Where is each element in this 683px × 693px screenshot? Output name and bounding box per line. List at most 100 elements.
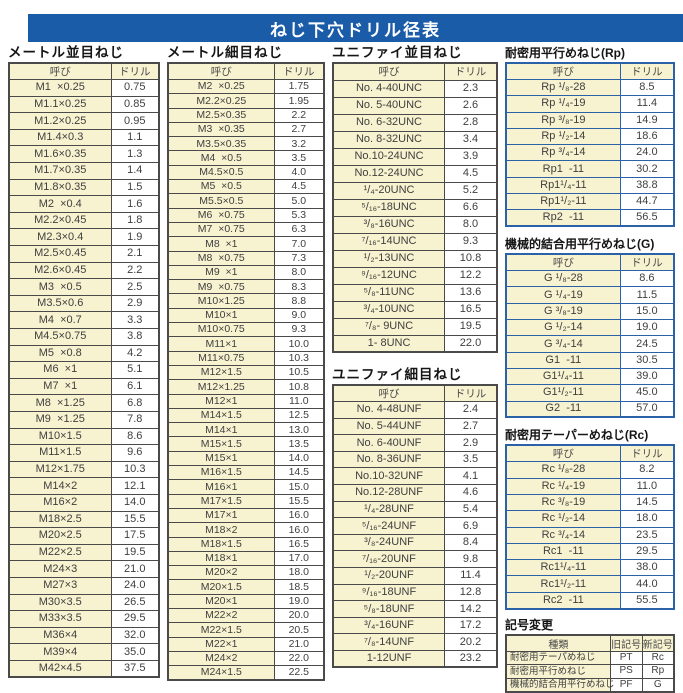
thread-name-cell: M22×1 (167, 636, 275, 652)
table-row: No. 8-36UNF 3.5 (332, 450, 498, 469)
table-row: M9 ×1.25 7.8 (8, 410, 160, 429)
thread-name-cell: M36×4 (8, 626, 112, 645)
table-row: 1-12UNF 23.2 (332, 650, 498, 668)
thread-name-cell: M18×1.5 (167, 536, 275, 552)
table-row: Rp ³/₈-19 14.9 (505, 111, 675, 129)
value-cell: 29.5 (619, 542, 675, 561)
value-cell: 57.0 (619, 400, 675, 418)
table-row: M2.3×0.4 1.9 (8, 228, 160, 247)
table-row: ⁵/₈-18UNF 14.2 (332, 600, 498, 618)
value-cell: 5.1 (110, 361, 160, 379)
thread-name-cell: G ¹/₈-28 (505, 270, 621, 288)
column-header-name: 呼び (332, 384, 446, 403)
thread-name-cell: 耐密用平行めねじ (505, 664, 611, 679)
table-row: No.12-24UNC 4.5 (332, 164, 498, 183)
table-unified-coarse: 呼び ドリル No. 4-40UNC 2.3 No. 5-40UNC 2.6 No. 6… (332, 62, 498, 353)
table-row: M22×2 20.0 (167, 607, 325, 624)
table-row: M4.5×0.75 3.8 (8, 328, 160, 346)
value-cell: 4.5 (444, 164, 498, 183)
column-header-name: 呼び (505, 253, 621, 272)
value-cell: 5.3 (273, 207, 325, 223)
table-row: M11×1 10.0 (167, 336, 325, 352)
table-row: ⁷/₈-14UNF 20.2 (332, 633, 498, 651)
column-header-drill: ドリル (619, 444, 675, 463)
table-row: M22×1.5 20.5 (167, 622, 325, 638)
value-cell: 4.2 (110, 344, 160, 363)
table-row: M12×1.75 10.3 (8, 460, 160, 479)
table-row: No. 5-40UNC 2.6 (332, 96, 498, 115)
value-cell: 13.5 (273, 436, 325, 452)
table-unified-fine: 呼び ドリル No. 4-48UNF 2.4 No. 5-44UNF 2.7 No. 6… (332, 384, 498, 669)
value-cell: PS (609, 664, 643, 679)
table-row: M2.2×0.45 1.8 (8, 211, 160, 230)
table-row: M33×3.5 29.5 (8, 610, 160, 628)
value-cell: 2.6 (444, 96, 498, 115)
table-row: No.12-28UNF 4.6 (332, 484, 498, 502)
table-row: M5 ×0.5 4.5 (167, 179, 325, 195)
table-row: M14×2 12.1 (8, 477, 160, 495)
thread-name-cell: Rp1 -11 (505, 160, 621, 178)
section-title-metric-coarse: メートル並目ねじ (8, 45, 124, 60)
value-cell: 3.5 (444, 450, 498, 469)
value-cell: 0.95 (110, 112, 160, 130)
thread-name-cell: Rp ¹/₈-28 (505, 78, 621, 97)
value-cell: 10.0 (273, 336, 325, 352)
value-cell: 1.75 (273, 78, 325, 95)
thread-name-cell: M20×2.5 (8, 527, 112, 545)
thread-name-cell: ¹/₂-13UNC (332, 249, 446, 268)
value-cell: 4.1 (444, 467, 498, 486)
value-cell: 56.5 (619, 209, 675, 227)
thread-name-cell: M8 ×0.75 (167, 250, 275, 266)
column-pipe-threads: 耐密用平行めねじ(Rp) 呼び ドリル Rp ¹/₈-28 8.5 Rp ¹/₄-1… (505, 44, 675, 693)
value-cell: 22.0 (444, 334, 498, 353)
table-row: Rc ³/₈-19 14.5 (505, 493, 675, 512)
table-row: No. 4-48UNF 2.4 (332, 401, 498, 419)
table-row: M3 ×0.35 2.7 (167, 121, 325, 138)
thread-name-cell: Rc1¹/₂-11 (505, 575, 621, 593)
table-row: M8 ×1 7.0 (167, 236, 325, 252)
value-cell: 2.4 (444, 401, 498, 419)
value-cell: 12.1 (110, 477, 160, 495)
table-row: 耐密用平行めねじ PS Rp (505, 664, 675, 679)
thread-name-cell: Rc1 -11 (505, 542, 621, 561)
thread-name-cell: M11×1 (167, 336, 275, 352)
value-cell: 15.5 (273, 493, 325, 509)
table-row: M20×2.5 17.5 (8, 527, 160, 545)
thread-name-cell: G2 -11 (505, 400, 621, 418)
thread-name-cell: M16×1.5 (167, 465, 275, 481)
value-cell: 2.1 (110, 245, 160, 263)
header-row: 呼び ドリル (332, 62, 498, 81)
value-cell: 6.8 (110, 394, 160, 412)
table-row: M2.5×0.35 2.2 (167, 107, 325, 123)
table-row: M12×1 11.0 (167, 393, 325, 409)
thread-name-cell: G ³/₈-19 (505, 302, 621, 321)
table-rc: 呼び ドリル Rc ¹/₈-28 8.2 Rc ¹/₄-19 11.0 Rc ³/₈-1… (505, 444, 675, 610)
column-unified: ユニファイ並目ねじ 呼び ドリル No. 4-40UNC 2.3 No. 5-40U… (332, 44, 498, 669)
thread-name-cell: ⁵/₈-11UNC (332, 283, 446, 302)
value-cell: 19.5 (444, 317, 498, 336)
thread-name-cell: ⁷/₁₆-20UNF (332, 550, 446, 569)
section-title-metric-fine: メートル細目ねじ (167, 45, 283, 60)
table-row: M15×1.5 13.5 (167, 436, 325, 452)
thread-name-cell: M10×1.25 (167, 293, 275, 309)
table-row: M9 ×1 8.0 (167, 264, 325, 281)
value-cell: 9.6 (110, 444, 160, 462)
table-row: Rc1¹/₂-11 44.0 (505, 575, 675, 593)
value-cell: 11.4 (444, 567, 498, 585)
value-cell: 14.5 (273, 465, 325, 481)
table-row: M8 ×0.75 7.3 (167, 250, 325, 266)
value-cell: 6.6 (444, 198, 498, 217)
table-row: M2.6×0.45 2.2 (8, 261, 160, 280)
thread-name-cell: No.12-24UNC (332, 164, 446, 183)
table-row: M15×1 14.0 (167, 450, 325, 467)
table-row: No. 6-32UNC 2.8 (332, 113, 498, 132)
thread-name-cell: 機械的結合用平行めねじ (505, 677, 615, 692)
table-rp: 呼び ドリル Rp ¹/₈-28 8.5 Rp ¹/₄-19 11.4 Rp ³/₈-1… (505, 62, 675, 228)
thread-name-cell: M42×4.5 (8, 659, 112, 678)
table-row: M1.4×0.3 1.1 (8, 128, 160, 147)
table-row: M7 ×1 6.1 (8, 377, 160, 396)
table-row: Rp1 -11 30.2 (505, 160, 675, 178)
value-cell: 15.0 (619, 302, 675, 321)
thread-name-cell: Rp ¹/₂-14 (505, 127, 621, 146)
value-cell: 8.3 (273, 279, 325, 295)
